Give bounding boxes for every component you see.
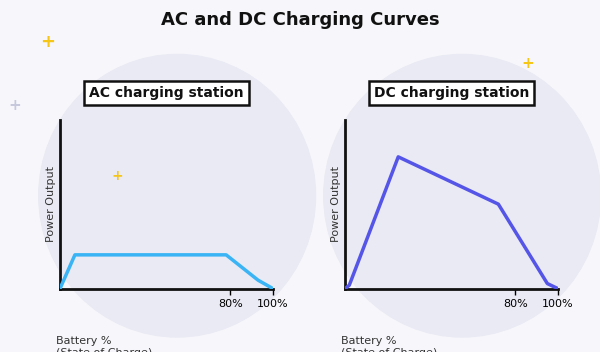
Text: Battery %
(State of Charge): Battery % (State of Charge) [341,336,437,352]
Text: AC charging station: AC charging station [89,86,244,100]
Text: DC charging station: DC charging station [374,86,529,100]
Text: +: + [41,33,56,51]
Text: +: + [521,56,535,71]
Y-axis label: Power Output: Power Output [46,166,56,242]
Text: Battery %
(State of Charge): Battery % (State of Charge) [56,336,152,352]
Text: +: + [111,169,123,183]
Text: AC and DC Charging Curves: AC and DC Charging Curves [161,11,439,29]
Text: +: + [8,98,22,113]
Y-axis label: Power Output: Power Output [331,166,341,242]
